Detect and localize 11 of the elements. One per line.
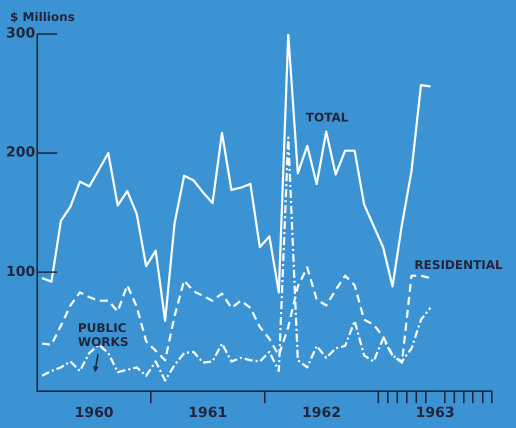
x-tick-label: 1963 — [416, 405, 455, 422]
x-tick-label: 1962 — [302, 405, 341, 422]
y-tick-label: 200 — [6, 144, 36, 161]
series-label: PUBLIC WORKS — [78, 321, 128, 350]
series-label: RESIDENTIAL — [414, 258, 504, 272]
y-axis-title: $ Millions — [10, 10, 75, 24]
series-label: TOTAL — [306, 110, 349, 124]
x-tick-label: 1960 — [74, 405, 114, 422]
y-tick-label: 300 — [6, 26, 36, 42]
y-tick-label: 100 — [6, 264, 36, 280]
x-tick-label: 1961 — [188, 405, 228, 422]
